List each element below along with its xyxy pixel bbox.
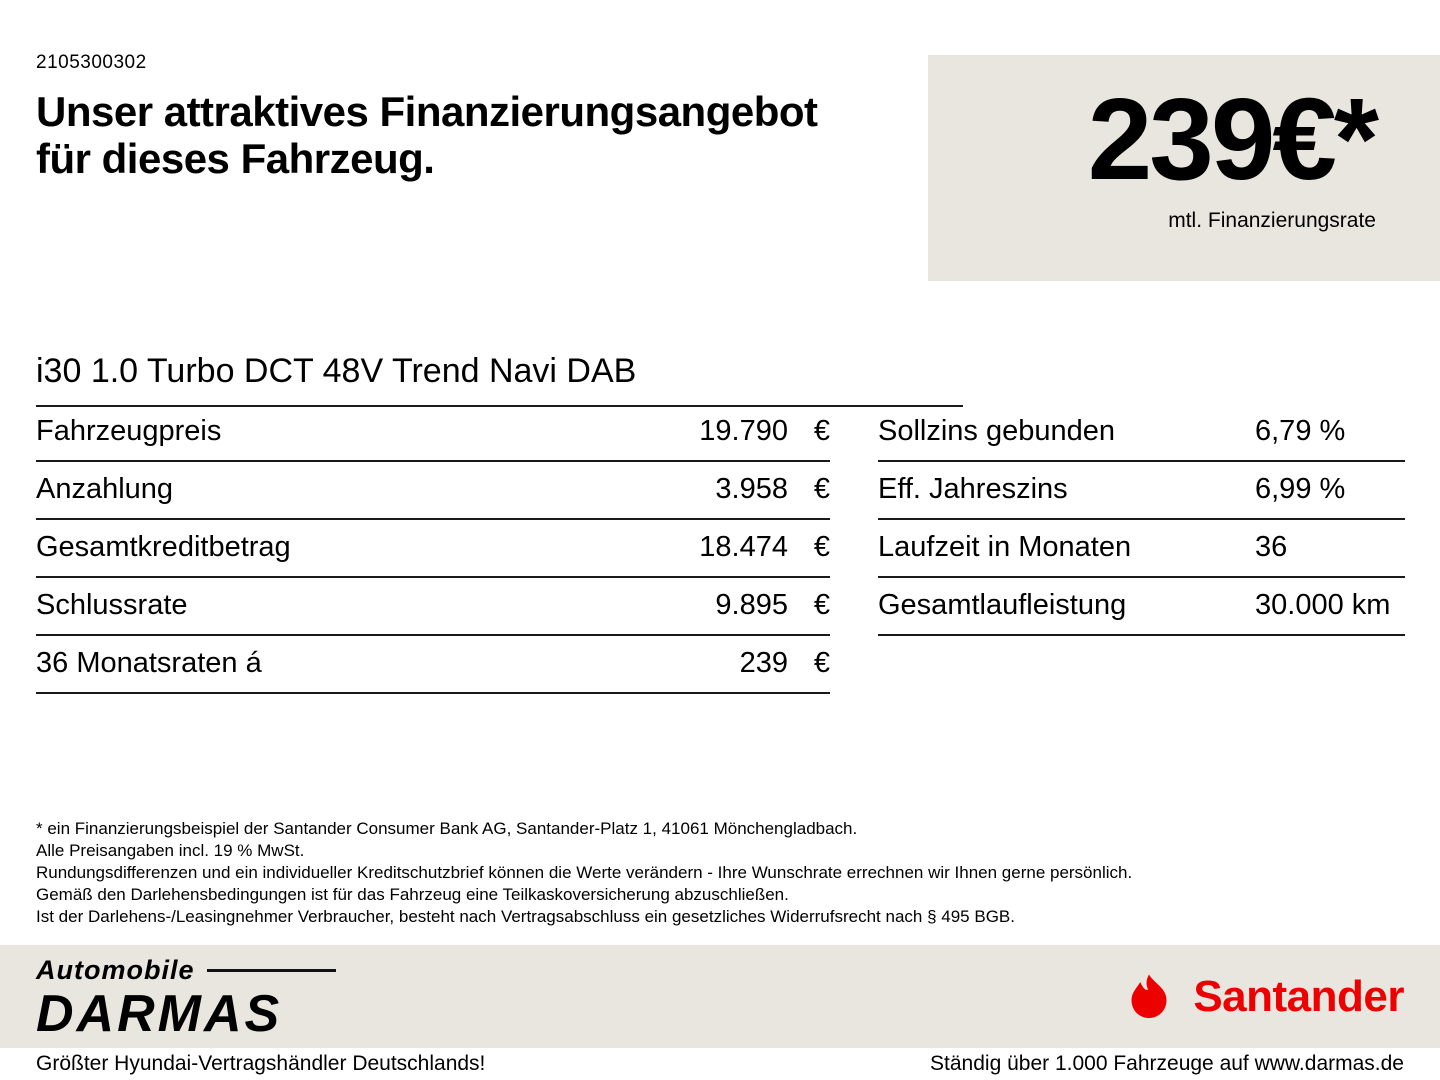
- row-label: Anzahlung: [36, 473, 174, 505]
- bottom-strip: Größter Hyundai-Vertragshändler Deutschl…: [0, 1048, 1440, 1080]
- table-row: Fahrzeugpreis 19.790 €: [36, 404, 830, 462]
- darmas-logo-automobile: Automobile: [36, 955, 195, 985]
- headline-line-1: Unser attraktives Finanzierungsangebot: [36, 88, 818, 135]
- row-unit: €: [813, 531, 830, 563]
- bottom-strip-left-text: Größter Hyundai-Vertragshändler Deutschl…: [36, 1052, 486, 1075]
- santander-flame-icon: [1131, 974, 1167, 1018]
- row-unit: €: [813, 473, 830, 505]
- finance-table-left: Fahrzeugpreis 19.790 € Anzahlung 3.958 €…: [36, 404, 830, 694]
- fine-print-line: Ist der Darlehens-/Leasingnehmer Verbrau…: [36, 907, 1015, 926]
- row-value: 3.958: [715, 473, 788, 505]
- table-row: Eff. Jahreszins 6,99 %: [878, 462, 1405, 520]
- row-label: Gesamtlaufleistung: [878, 589, 1127, 621]
- offer-id-number: 2105300302: [36, 52, 147, 73]
- row-label: Schlussrate: [36, 589, 188, 621]
- row-label: Fahrzeugpreis: [36, 415, 222, 447]
- fine-print-line: * ein Finanzierungsbeispiel der Santande…: [36, 819, 858, 838]
- fine-print-line: Rundungsdifferenzen und ein individuelle…: [36, 863, 1133, 882]
- vehicle-title: i30 1.0 Turbo DCT 48V Trend Navi DAB: [36, 352, 963, 407]
- table-row: Anzahlung 3.958 €: [36, 462, 830, 520]
- santander-logo: Santander: [1121, 972, 1404, 1022]
- row-value: 6,79 %: [1255, 415, 1346, 447]
- table-row: Gesamtlaufleistung 30.000 km: [878, 578, 1405, 636]
- row-label: Laufzeit in Monaten: [878, 531, 1132, 563]
- darmas-logo-name: DARMAS: [36, 985, 283, 1043]
- row-value: 18.474: [699, 531, 788, 563]
- row-label: Gesamtkreditbetrag: [36, 531, 291, 563]
- headline: Unser attraktives Finanzierungsangebot f…: [36, 88, 818, 182]
- row-value: 30.000 km: [1255, 589, 1391, 621]
- row-value: 19.790: [699, 415, 788, 447]
- row-value: 239: [739, 647, 788, 679]
- row-value: 6,99 %: [1255, 473, 1346, 505]
- row-unit: €: [813, 415, 830, 447]
- darmas-logo-rule: [206, 969, 336, 972]
- row-unit: €: [813, 589, 830, 621]
- monthly-rate-box: 239€* mtl. Finanzierungsrate: [928, 55, 1440, 281]
- monthly-rate-amount: 239€*: [1087, 74, 1379, 204]
- darmas-logo-top: Automobile: [36, 955, 336, 986]
- row-unit: €: [813, 647, 830, 679]
- fine-print: * ein Finanzierungsbeispiel der Santande…: [36, 818, 1132, 928]
- table-row: Laufzeit in Monaten 36: [878, 520, 1405, 578]
- table-row: Schlussrate 9.895 €: [36, 578, 830, 636]
- row-label: 36 Monatsraten á: [36, 647, 262, 679]
- row-value: 9.895: [715, 589, 788, 621]
- row-label: Eff. Jahreszins: [878, 473, 1068, 505]
- finance-table-right: Sollzins gebunden 6,79 % Eff. Jahreszins…: [878, 404, 1405, 636]
- monthly-rate-caption: mtl. Finanzierungsrate: [1168, 208, 1376, 232]
- table-row: Sollzins gebunden 6,79 %: [878, 404, 1405, 462]
- footer-band: Automobile DARMAS Santander: [0, 945, 1440, 1048]
- fine-print-line: Gemäß den Darlehensbedingungen ist für d…: [36, 885, 789, 904]
- row-label: Sollzins gebunden: [878, 415, 1116, 447]
- table-row: Gesamtkreditbetrag 18.474 €: [36, 520, 830, 578]
- fine-print-line: Alle Preisangaben incl. 19 % MwSt.: [36, 841, 305, 860]
- bottom-strip-right-text: Ständig über 1.000 Fahrzeuge auf www.dar…: [930, 1052, 1404, 1075]
- row-value: 36: [1255, 531, 1288, 563]
- headline-line-2: für dieses Fahrzeug.: [36, 135, 435, 183]
- santander-wordmark: Santander: [1193, 971, 1404, 1021]
- darmas-dealer-logo: Automobile DARMAS: [36, 955, 336, 1040]
- table-row: 36 Monatsraten á 239 €: [36, 636, 830, 694]
